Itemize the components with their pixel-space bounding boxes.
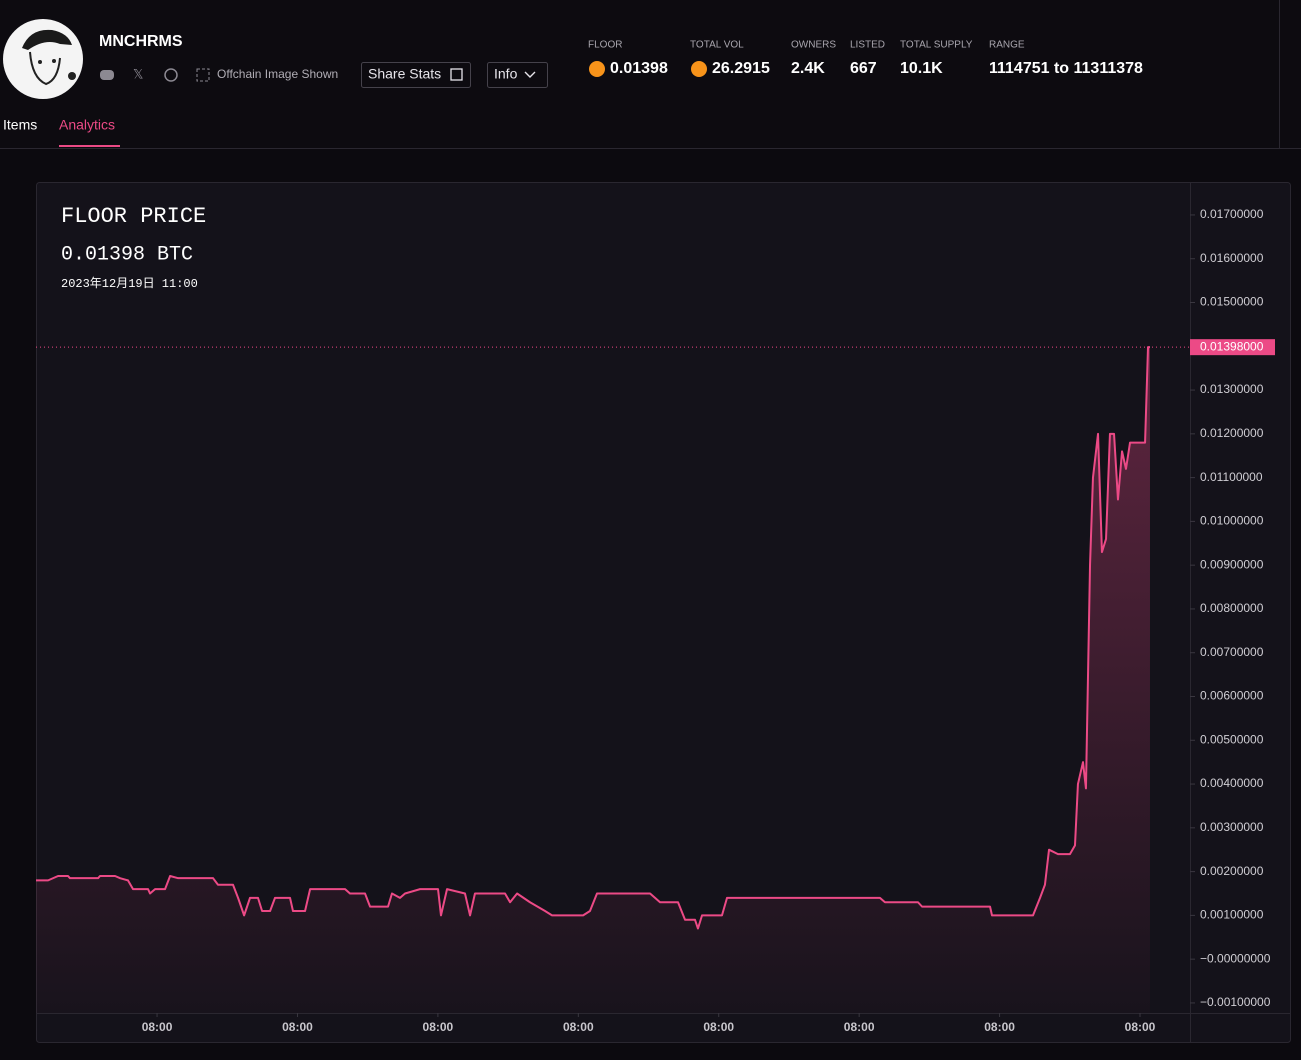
x-tick-label: 08:00: [1125, 1020, 1156, 1034]
x-tick-label: 08:00: [282, 1020, 313, 1034]
x-tick-label: 08:00: [142, 1020, 173, 1034]
y-tick-label: 0.00200000: [1200, 864, 1264, 878]
y-tick-label: 0.00900000: [1200, 557, 1264, 571]
x-tick-label: 08:00: [984, 1020, 1015, 1034]
avatar: [3, 19, 83, 99]
y-tick-label: 0.00700000: [1200, 645, 1264, 659]
share-button[interactable]: [361, 62, 471, 88]
stat-label: LISTED: [850, 40, 885, 51]
x-icon[interactable]: 𝕏: [133, 66, 143, 81]
web-icon[interactable]: [164, 68, 178, 82]
tab-active[interactable]: Analytics: [59, 117, 115, 133]
stat-value: 10.1K: [900, 60, 943, 77]
chart-subtitle: 0.01398 BTC: [61, 243, 193, 266]
offchain-icon: [196, 68, 210, 82]
y-tick-label: 0.00100000: [1200, 908, 1264, 922]
price-tag-label: 0.01398000: [1200, 339, 1264, 353]
x-tick-label: 08:00: [703, 1020, 734, 1034]
price-tag: [1190, 339, 1275, 356]
chevron: [524, 71, 536, 78]
stat-label: OWNERS: [791, 40, 836, 51]
stat-label: FLOOR: [588, 40, 622, 51]
chart-title: FLOOR PRICE: [61, 204, 206, 229]
y-tick-label: −0.00100000: [1200, 995, 1271, 1009]
tab[interactable]: Items: [3, 117, 37, 133]
stat-value: 26.2915: [712, 60, 770, 77]
y-tick-label: 0.01200000: [1200, 426, 1264, 440]
btc-icon: [589, 61, 605, 77]
discord-icon[interactable]: [100, 70, 114, 80]
x-tick-label: 08:00: [423, 1020, 454, 1034]
y-tick-label: 0.01100000: [1200, 470, 1263, 484]
chart-panel: [36, 182, 1291, 1043]
tab-underline: [59, 145, 120, 147]
stat-label: TOTAL VOL: [690, 40, 744, 51]
stat-value: 0.01398: [610, 60, 668, 77]
y-tick-label: 0.01000000: [1200, 514, 1264, 528]
y-tick-label: 0.00400000: [1200, 776, 1264, 790]
line: [36, 346, 1150, 930]
y-tick-label: 0.01700000: [1200, 207, 1264, 221]
stat-value: 1114751 to 11311378: [989, 60, 1143, 77]
btc-icon: [691, 61, 707, 77]
y-tick-label: 0.00500000: [1200, 732, 1264, 746]
social-icons[interactable]: 𝕏: [100, 66, 210, 82]
y-tick-label: 0.00800000: [1200, 601, 1264, 615]
y-tick-label: −0.00000000: [1200, 951, 1271, 965]
share-label[interactable]: Share Stats: [368, 66, 441, 82]
chart-date: 2023年12月19日 11:00: [61, 276, 198, 291]
stat-value: 667: [850, 60, 877, 77]
x-tick-label: 08:00: [563, 1020, 594, 1034]
x-tick-label: 08:00: [844, 1020, 875, 1034]
area: [36, 347, 1150, 1013]
plot: 0.01700000 0.01600000 0.01500000 0.01300000…: [36, 207, 1275, 1034]
offchain-label: Offchain Image Shown: [217, 67, 338, 81]
y-tick-label: 0.01500000: [1200, 295, 1264, 309]
share-icon: [450, 68, 463, 81]
collection-name: MNCHRMS: [99, 33, 183, 50]
stats: FLOOR 0.01398 TOTAL VOL 26.2915 OWNERS 2.4K LI…: [588, 40, 1143, 78]
stat-label: RANGE: [989, 40, 1025, 51]
stat-label: TOTAL SUPPLY: [900, 40, 973, 51]
y-tick-label: 0.01600000: [1200, 251, 1264, 265]
stat-value: 2.4K: [791, 60, 825, 77]
y-tick-label: 0.00600000: [1200, 689, 1264, 703]
info-label[interactable]: Info: [494, 66, 518, 82]
y-tick-label: 0.01300000: [1200, 382, 1264, 396]
header-bg: [0, 0, 1301, 148]
y-tick-label: 0.00300000: [1200, 820, 1264, 834]
info-button[interactable]: [487, 62, 548, 88]
